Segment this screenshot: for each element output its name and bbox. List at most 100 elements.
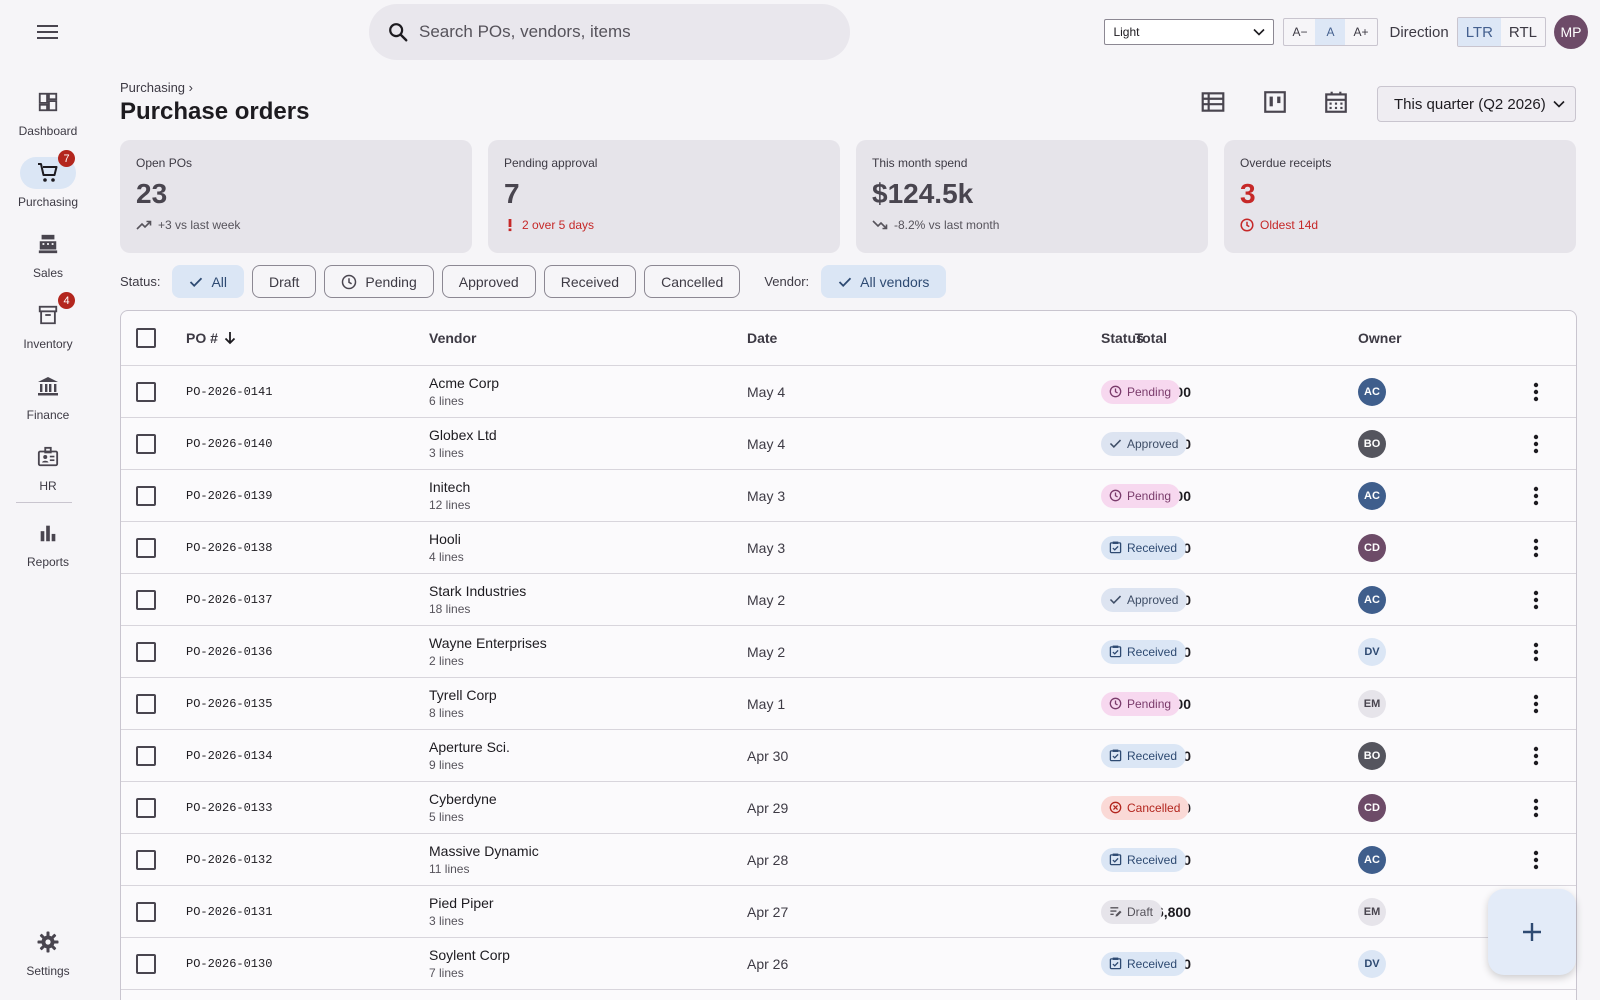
- font-size-increase-button[interactable]: A+: [1353, 25, 1369, 39]
- column-header-po[interactable]: PO #: [186, 311, 236, 365]
- filter-chip-received[interactable]: Received: [543, 265, 637, 298]
- sidebar-item-finance[interactable]: Finance: [0, 370, 96, 422]
- board-view-icon[interactable]: [1262, 89, 1290, 117]
- row-checkbox[interactable]: [136, 366, 156, 417]
- row-checkbox[interactable]: [136, 418, 156, 469]
- row-checkbox[interactable]: [136, 886, 156, 937]
- owner-avatar[interactable]: AC: [1358, 377, 1386, 406]
- sidebar-item-sales[interactable]: Sales: [0, 228, 96, 280]
- table-row[interactable]: PO-2026-0135 Tyrell Corp 8 lines May 1 $…: [121, 678, 1576, 730]
- sidebar-item-inventory[interactable]: 4 Inventory: [0, 292, 96, 351]
- sidebar-item-dashboard[interactable]: Dashboard: [0, 86, 96, 138]
- owner-avatar[interactable]: DV: [1358, 949, 1386, 978]
- table-row[interactable]: PO-2026-0134 Aperture Sci. 9 lines Apr 3…: [121, 730, 1576, 782]
- select-all-checkbox[interactable]: [136, 311, 156, 365]
- po-number[interactable]: PO-2026-0134: [186, 748, 273, 763]
- po-number[interactable]: PO-2026-0132: [186, 852, 273, 867]
- table-row[interactable]: PO-2026-0136 Wayne Enterprises 2 lines M…: [121, 626, 1576, 678]
- table-row[interactable]: PO-2026-0130 Soylent Corp 7 lines Apr 26…: [121, 938, 1576, 990]
- table-row[interactable]: PO-2026-0140 Globex Ltd 3 lines May 4 $1…: [121, 418, 1576, 470]
- search-bar[interactable]: [369, 4, 850, 60]
- po-number[interactable]: PO-2026-0138: [186, 540, 273, 555]
- more-vert-icon[interactable]: [1533, 470, 1543, 521]
- po-number[interactable]: PO-2026-0141: [186, 384, 273, 399]
- sidebar-item-reports[interactable]: Reports: [0, 517, 96, 569]
- owner-avatar[interactable]: EM: [1358, 689, 1386, 718]
- column-header-date[interactable]: Date: [747, 330, 778, 346]
- direction-rtl-button[interactable]: RTL: [1508, 23, 1537, 41]
- filter-chip-cancelled[interactable]: Cancelled: [644, 265, 741, 298]
- more-vert-icon[interactable]: [1533, 678, 1543, 729]
- owner-avatar[interactable]: BO: [1358, 741, 1386, 770]
- column-header-total[interactable]: Total: [1134, 330, 1167, 346]
- more-vert-icon[interactable]: [1533, 418, 1543, 469]
- column-header-status[interactable]: Status: [1101, 330, 1144, 346]
- owner-avatar[interactable]: CD: [1358, 793, 1386, 822]
- sidebar-item-settings[interactable]: Settings: [0, 926, 96, 978]
- table-row[interactable]: PO-2026-0139 Initech 12 lines May 3 $36,…: [121, 470, 1576, 522]
- more-vert-icon[interactable]: [1533, 522, 1543, 573]
- more-vert-icon[interactable]: [1533, 574, 1543, 625]
- calendar-view-icon[interactable]: [1323, 89, 1351, 117]
- more-vert-icon[interactable]: [1533, 834, 1543, 885]
- more-vert-icon[interactable]: [1533, 782, 1543, 833]
- row-checkbox[interactable]: [136, 522, 156, 573]
- sidebar-item-hr[interactable]: HR: [0, 441, 96, 493]
- po-number[interactable]: PO-2026-0133: [186, 800, 273, 815]
- table-row[interactable]: PO-2026-0138 Hooli 4 lines May 3 $8,400 …: [121, 522, 1576, 574]
- table-row[interactable]: PO-2026-0137 Stark Industries 18 lines M…: [121, 574, 1576, 626]
- row-checkbox[interactable]: [136, 938, 156, 989]
- filter-chip-draft[interactable]: Draft: [252, 265, 317, 298]
- row-checkbox[interactable]: [136, 678, 156, 729]
- column-header-owner[interactable]: Owner: [1358, 330, 1402, 346]
- period-select[interactable]: This quarter (Q2 2026): [1377, 86, 1576, 122]
- owner-avatar[interactable]: DV: [1358, 637, 1386, 666]
- owner-avatar[interactable]: AC: [1358, 845, 1386, 874]
- table-row[interactable]: PO-2026-0133 Cyberdyne 5 lines Apr 29 $2…: [121, 782, 1576, 834]
- po-number[interactable]: PO-2026-0140: [186, 436, 273, 451]
- column-header-vendor[interactable]: Vendor: [429, 330, 477, 346]
- more-vert-icon[interactable]: [1533, 366, 1543, 417]
- table-row[interactable]: PO-2026-0131 Pied Piper 3 lines Apr 27 $…: [121, 886, 1576, 938]
- kpi-card-month-spend[interactable]: This month spend $124.5k -8.2% vs last m…: [856, 140, 1208, 253]
- filter-chip-approved[interactable]: Approved: [441, 265, 536, 298]
- filter-chip-all[interactable]: All: [172, 265, 245, 298]
- filter-chip-all-vendors[interactable]: All vendors: [821, 265, 947, 298]
- kpi-card-overdue-receipts[interactable]: Overdue receipts 3 Oldest 14d: [1224, 140, 1576, 253]
- po-number[interactable]: PO-2026-0130: [186, 956, 273, 971]
- font-size-decrease-button[interactable]: A−: [1292, 25, 1308, 39]
- theme-select[interactable]: Light: [1104, 19, 1275, 45]
- row-checkbox[interactable]: [136, 730, 156, 781]
- kpi-card-open-pos[interactable]: Open POs 23 +3 vs last week: [120, 140, 472, 253]
- user-avatar[interactable]: MP: [1554, 15, 1588, 49]
- table-view-icon[interactable]: [1200, 89, 1228, 117]
- po-number[interactable]: PO-2026-0137: [186, 592, 273, 607]
- breadcrumb[interactable]: Purchasing ›: [120, 80, 193, 95]
- more-vert-icon[interactable]: [1533, 626, 1543, 677]
- owner-avatar[interactable]: AC: [1358, 585, 1386, 614]
- table-row[interactable]: PO-2026-0141 Acme Corp 6 lines May 4 $24…: [121, 366, 1576, 418]
- owner-avatar[interactable]: EM: [1358, 897, 1386, 926]
- row-checkbox[interactable]: [136, 834, 156, 885]
- po-number[interactable]: PO-2026-0135: [186, 696, 273, 711]
- owner-avatar[interactable]: CD: [1358, 533, 1386, 562]
- kpi-card-pending-approval[interactable]: Pending approval 7 2 over 5 days: [488, 140, 840, 253]
- row-checkbox[interactable]: [136, 470, 156, 521]
- more-vert-icon[interactable]: [1533, 730, 1543, 781]
- row-checkbox[interactable]: [136, 574, 156, 625]
- owner-avatar[interactable]: BO: [1358, 429, 1386, 458]
- owner-avatar[interactable]: AC: [1358, 481, 1386, 510]
- row-checkbox[interactable]: [136, 782, 156, 833]
- add-purchase-order-button[interactable]: [1488, 889, 1576, 975]
- po-number[interactable]: PO-2026-0136: [186, 644, 273, 659]
- filter-chip-pending[interactable]: Pending: [324, 265, 434, 298]
- menu-icon[interactable]: [36, 22, 60, 42]
- po-number[interactable]: PO-2026-0139: [186, 488, 273, 503]
- sidebar-item-purchasing[interactable]: 7 Purchasing: [0, 150, 96, 209]
- row-checkbox[interactable]: [136, 626, 156, 677]
- table-row[interactable]: PO-2026-0132 Massive Dynamic 11 lines Ap…: [121, 834, 1576, 886]
- direction-ltr-button[interactable]: LTR: [1457, 18, 1501, 46]
- search-input[interactable]: [419, 22, 799, 42]
- po-number[interactable]: PO-2026-0131: [186, 904, 273, 919]
- font-size-default-button[interactable]: A: [1315, 19, 1346, 45]
